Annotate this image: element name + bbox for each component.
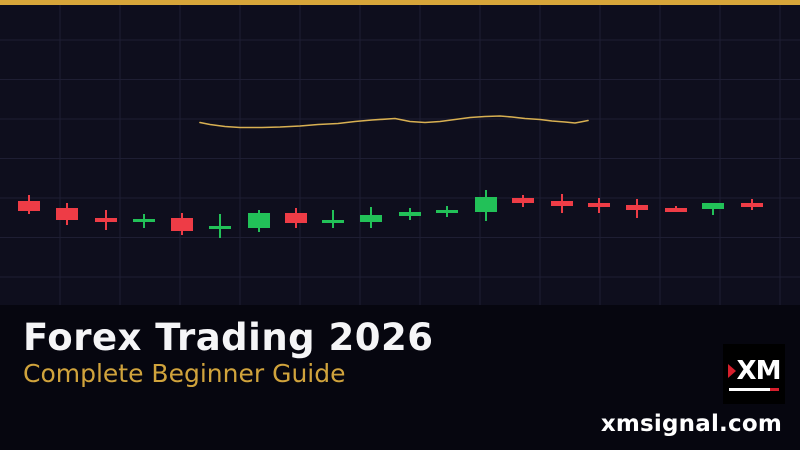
website-url: xmsignal.com [600,411,782,437]
banner-subtitle: Complete Beginner Guide [23,359,346,388]
xm-logo-row: XM [727,355,782,386]
xm-logo-text: XM [736,355,782,386]
caption-panel [0,305,800,450]
xm-logo: XM [723,344,785,404]
candlestick-chart-canvas [0,5,800,305]
banner-title: Forex Trading 2026 [23,316,434,359]
top-accent-bar [0,0,800,5]
play-triangle-icon [727,363,736,378]
xm-logo-underline [729,387,779,391]
xm-logo-underline-red-tip [770,387,779,391]
candlestick-chart [0,0,800,305]
